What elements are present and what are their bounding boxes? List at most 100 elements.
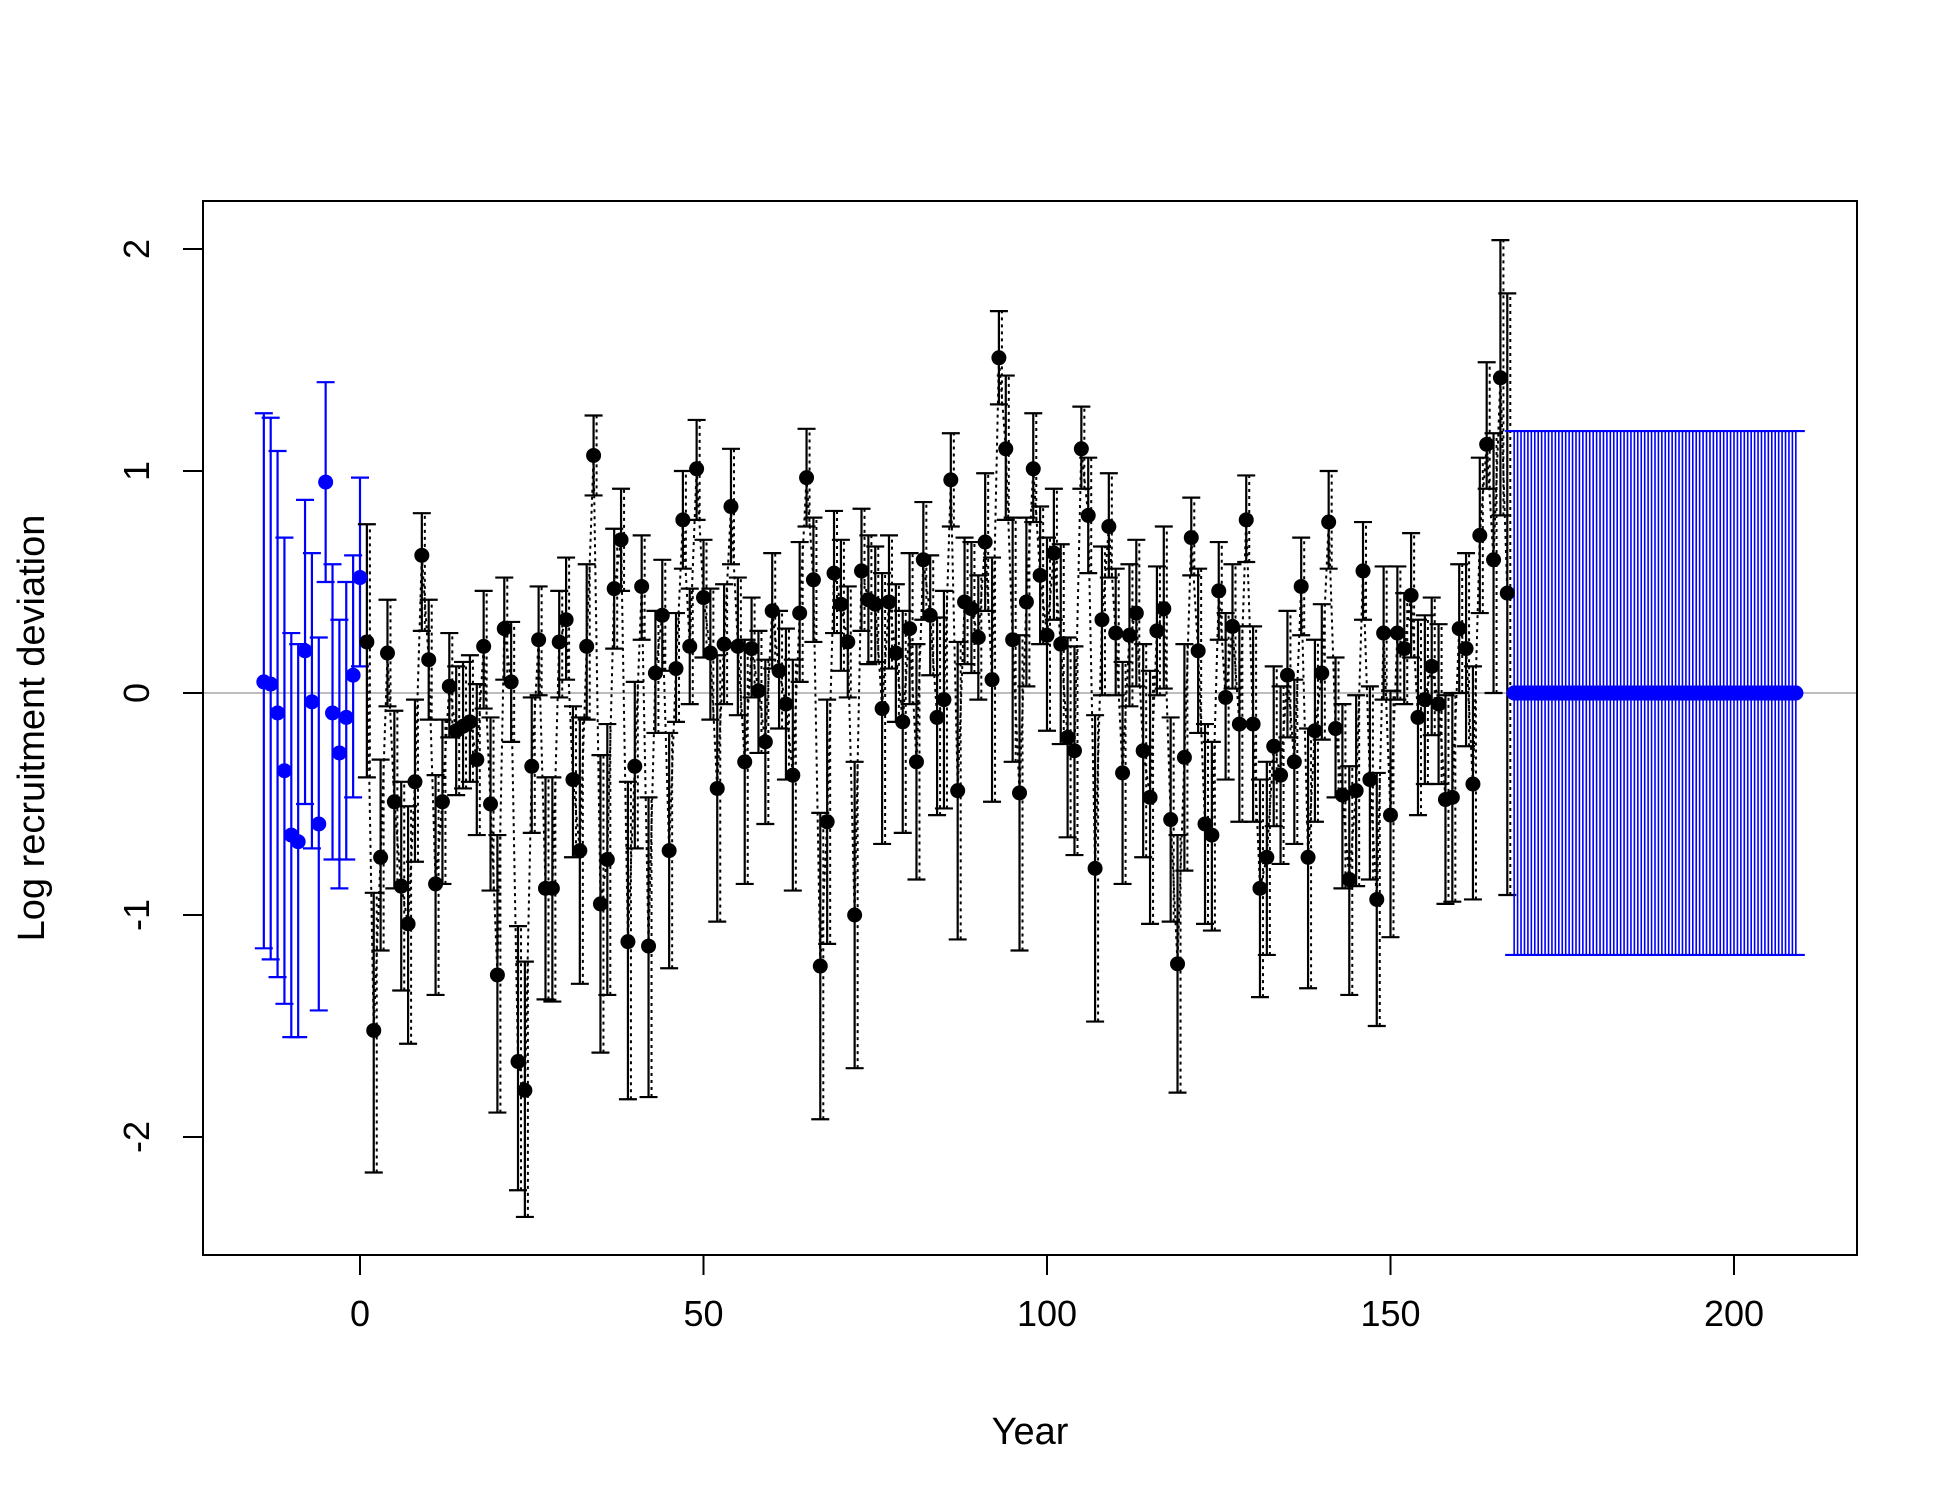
data-point [1121, 627, 1137, 643]
data-point [1383, 807, 1398, 823]
data-point [1266, 738, 1282, 754]
data-point [1128, 605, 1144, 621]
data-point [510, 1054, 526, 1070]
data-point [1211, 583, 1227, 599]
data-point [1142, 789, 1158, 805]
data-point [558, 612, 574, 628]
data-point [345, 667, 361, 683]
data-point [936, 692, 952, 708]
data-point [503, 674, 519, 690]
data-point [441, 678, 457, 694]
data-point [414, 547, 430, 563]
data-point [1259, 849, 1275, 865]
data-point [572, 843, 588, 859]
data-point [544, 880, 560, 896]
data-point [723, 499, 739, 515]
data-point [366, 1022, 382, 1038]
data-point [1431, 696, 1447, 712]
data-point [750, 683, 766, 699]
data-point [998, 441, 1014, 457]
data-point [757, 734, 773, 750]
y-tick-label: -1 [116, 899, 157, 931]
points-layer [256, 350, 1804, 1098]
data-point [764, 603, 780, 619]
data-point [1341, 871, 1357, 887]
data-point [709, 780, 725, 796]
data-point [276, 763, 292, 779]
data-point [1115, 765, 1131, 781]
data-point [318, 474, 334, 490]
data-point [613, 532, 629, 548]
data-point [634, 578, 650, 594]
data-point [840, 634, 856, 650]
data-point [386, 794, 402, 810]
data-point [682, 638, 698, 654]
data-point [311, 816, 327, 832]
data-point [1245, 716, 1261, 732]
data-point [744, 641, 760, 657]
data-point [1176, 749, 1192, 765]
data-point [421, 652, 437, 668]
data-point [895, 714, 911, 730]
data-point [1163, 812, 1179, 828]
data-point [592, 896, 608, 912]
data-point [1231, 716, 1247, 732]
data-point [338, 709, 354, 725]
data-point [1293, 578, 1309, 594]
data-point [393, 878, 409, 894]
data-point [1321, 514, 1337, 530]
data-point [379, 645, 395, 661]
axes-layer: 0 50 100 150 200 -2 -1 0 1 2 [116, 239, 1764, 1334]
data-point [1252, 880, 1268, 896]
data-point [407, 774, 423, 790]
data-point [716, 636, 732, 652]
data-point [654, 607, 670, 623]
data-point [270, 705, 286, 721]
data-point [373, 849, 389, 865]
data-point [1053, 636, 1069, 652]
data-point [908, 754, 924, 770]
data-point [1355, 563, 1371, 579]
data-point [702, 645, 718, 661]
data-point [1039, 627, 1055, 643]
data-point [1396, 641, 1412, 657]
data-point [977, 534, 993, 550]
data-point [331, 745, 347, 761]
data-point [812, 958, 828, 974]
data-point [1197, 816, 1213, 832]
data-point [579, 638, 595, 654]
data-point [867, 596, 883, 612]
data-point [524, 758, 540, 774]
data-point [819, 814, 835, 830]
data-point [1094, 612, 1110, 628]
data-point [661, 843, 677, 859]
data-point [496, 621, 512, 637]
data-point [963, 601, 979, 617]
data-point [826, 565, 842, 581]
data-point [943, 472, 959, 488]
data-point [586, 447, 602, 463]
data-point [970, 630, 986, 645]
data-point [1376, 625, 1392, 641]
data-point [915, 552, 931, 568]
data-point [1108, 625, 1124, 641]
data-point [675, 512, 691, 528]
data-point [1025, 461, 1041, 477]
x-tick-label: 0 [350, 1293, 370, 1334]
y-tick-label: 0 [116, 683, 157, 703]
data-point [1286, 754, 1302, 770]
data-point [1087, 860, 1103, 876]
data-point [1066, 743, 1082, 759]
data-point [1005, 632, 1021, 648]
data-point [1410, 709, 1426, 725]
data-point [1101, 519, 1117, 534]
data-point [1499, 585, 1515, 601]
data-point [1204, 827, 1220, 843]
data-point [950, 783, 966, 799]
data-point [1156, 601, 1172, 617]
x-tick-label: 100 [1017, 1293, 1077, 1334]
data-point [888, 645, 904, 661]
data-point [1307, 723, 1323, 739]
data-point [1190, 643, 1206, 659]
